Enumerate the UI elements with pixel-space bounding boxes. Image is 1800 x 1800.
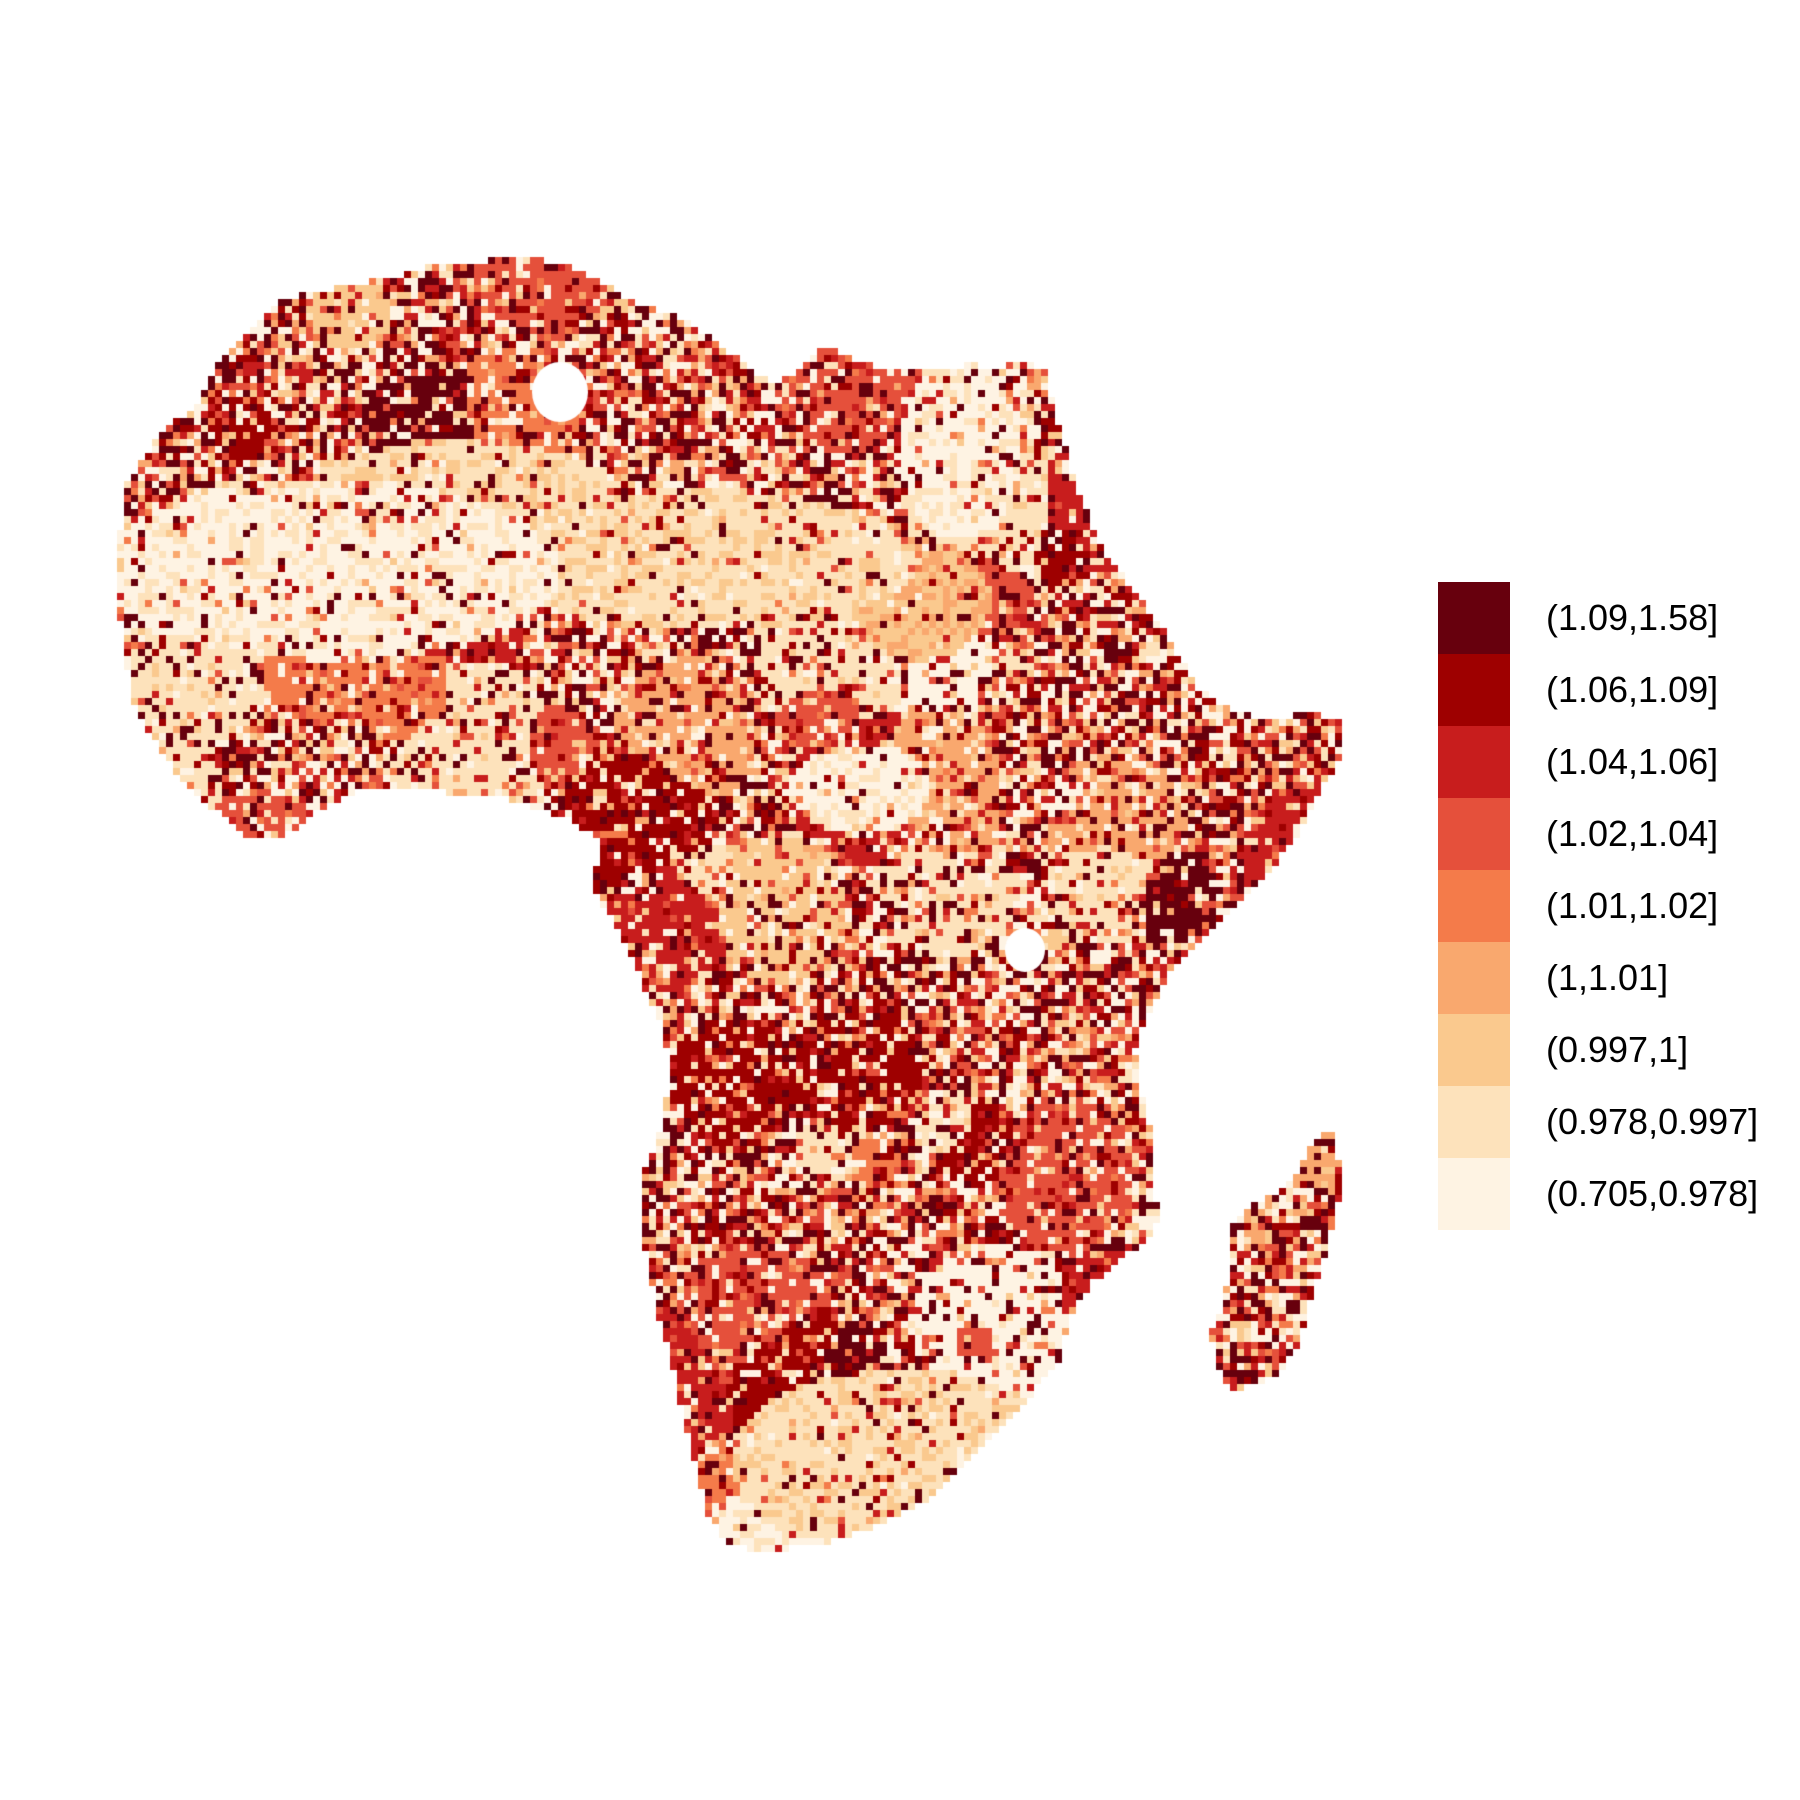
legend-swatch [1438,1158,1510,1230]
legend-label: (1.02,1.04] [1546,813,1719,854]
legend-item: (0.997,1] [1438,1014,1798,1086]
legend-label: (1.06,1.09] [1546,669,1719,710]
legend-item: (1.04,1.06] [1438,726,1798,798]
legend-label: (1,1.01] [1546,957,1669,998]
legend-swatch [1438,1014,1510,1086]
legend-swatch [1438,654,1510,726]
legend-swatch [1438,870,1510,942]
legend-item: (0.705,0.978] [1438,1158,1798,1230]
legend-label: (0.978,0.997] [1546,1101,1759,1142]
legend-swatch [1438,726,1510,798]
legend-swatch [1438,942,1510,1014]
legend-item: (1.06,1.09] [1438,654,1798,726]
legend-item: (1.09,1.58] [1438,582,1798,654]
legend-label: (0.997,1] [1546,1029,1689,1070]
legend-label: (1.01,1.02] [1546,885,1719,926]
legend-item: (0.978,0.997] [1438,1086,1798,1158]
legend-swatch [1438,582,1510,654]
legend-label: (1.04,1.06] [1546,741,1719,782]
legend-swatch [1438,798,1510,870]
legend-label: (0.705,0.978] [1546,1173,1759,1214]
legend-swatch [1438,1086,1510,1158]
legend: (1.09,1.58] (1.06,1.09] (1.04,1.06] (1.02,1… [1438,582,1798,1230]
legend-label: (1.09,1.58] [1546,597,1719,638]
legend-item: (1.01,1.02] [1438,870,1798,942]
legend-item: (1.02,1.04] [1438,798,1798,870]
legend-item: (1,1.01] [1438,942,1798,1014]
